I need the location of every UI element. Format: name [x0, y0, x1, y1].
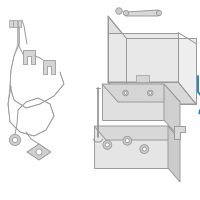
- Polygon shape: [43, 60, 55, 74]
- Polygon shape: [94, 126, 168, 168]
- Polygon shape: [94, 126, 180, 140]
- Polygon shape: [108, 16, 126, 104]
- Circle shape: [125, 139, 129, 143]
- Bar: [13, 20, 17, 27]
- Bar: [18, 20, 21, 27]
- Polygon shape: [126, 38, 196, 104]
- Polygon shape: [102, 84, 164, 120]
- Polygon shape: [102, 84, 180, 102]
- Circle shape: [12, 137, 18, 143]
- Circle shape: [103, 140, 112, 149]
- Circle shape: [149, 92, 152, 94]
- Polygon shape: [168, 126, 180, 182]
- Circle shape: [123, 90, 128, 96]
- Circle shape: [116, 8, 122, 14]
- Polygon shape: [27, 144, 51, 160]
- Polygon shape: [108, 82, 196, 104]
- Circle shape: [142, 147, 146, 151]
- Circle shape: [123, 10, 129, 16]
- Circle shape: [156, 10, 162, 16]
- Circle shape: [124, 92, 127, 94]
- Polygon shape: [164, 84, 180, 138]
- Polygon shape: [174, 126, 185, 139]
- Polygon shape: [108, 32, 178, 82]
- Circle shape: [123, 136, 132, 145]
- Polygon shape: [23, 50, 35, 64]
- Polygon shape: [136, 75, 149, 82]
- Bar: [9, 20, 13, 27]
- Circle shape: [140, 145, 149, 154]
- Circle shape: [148, 90, 153, 96]
- Polygon shape: [124, 10, 161, 16]
- Circle shape: [9, 134, 21, 146]
- Circle shape: [36, 149, 42, 155]
- Circle shape: [105, 143, 109, 147]
